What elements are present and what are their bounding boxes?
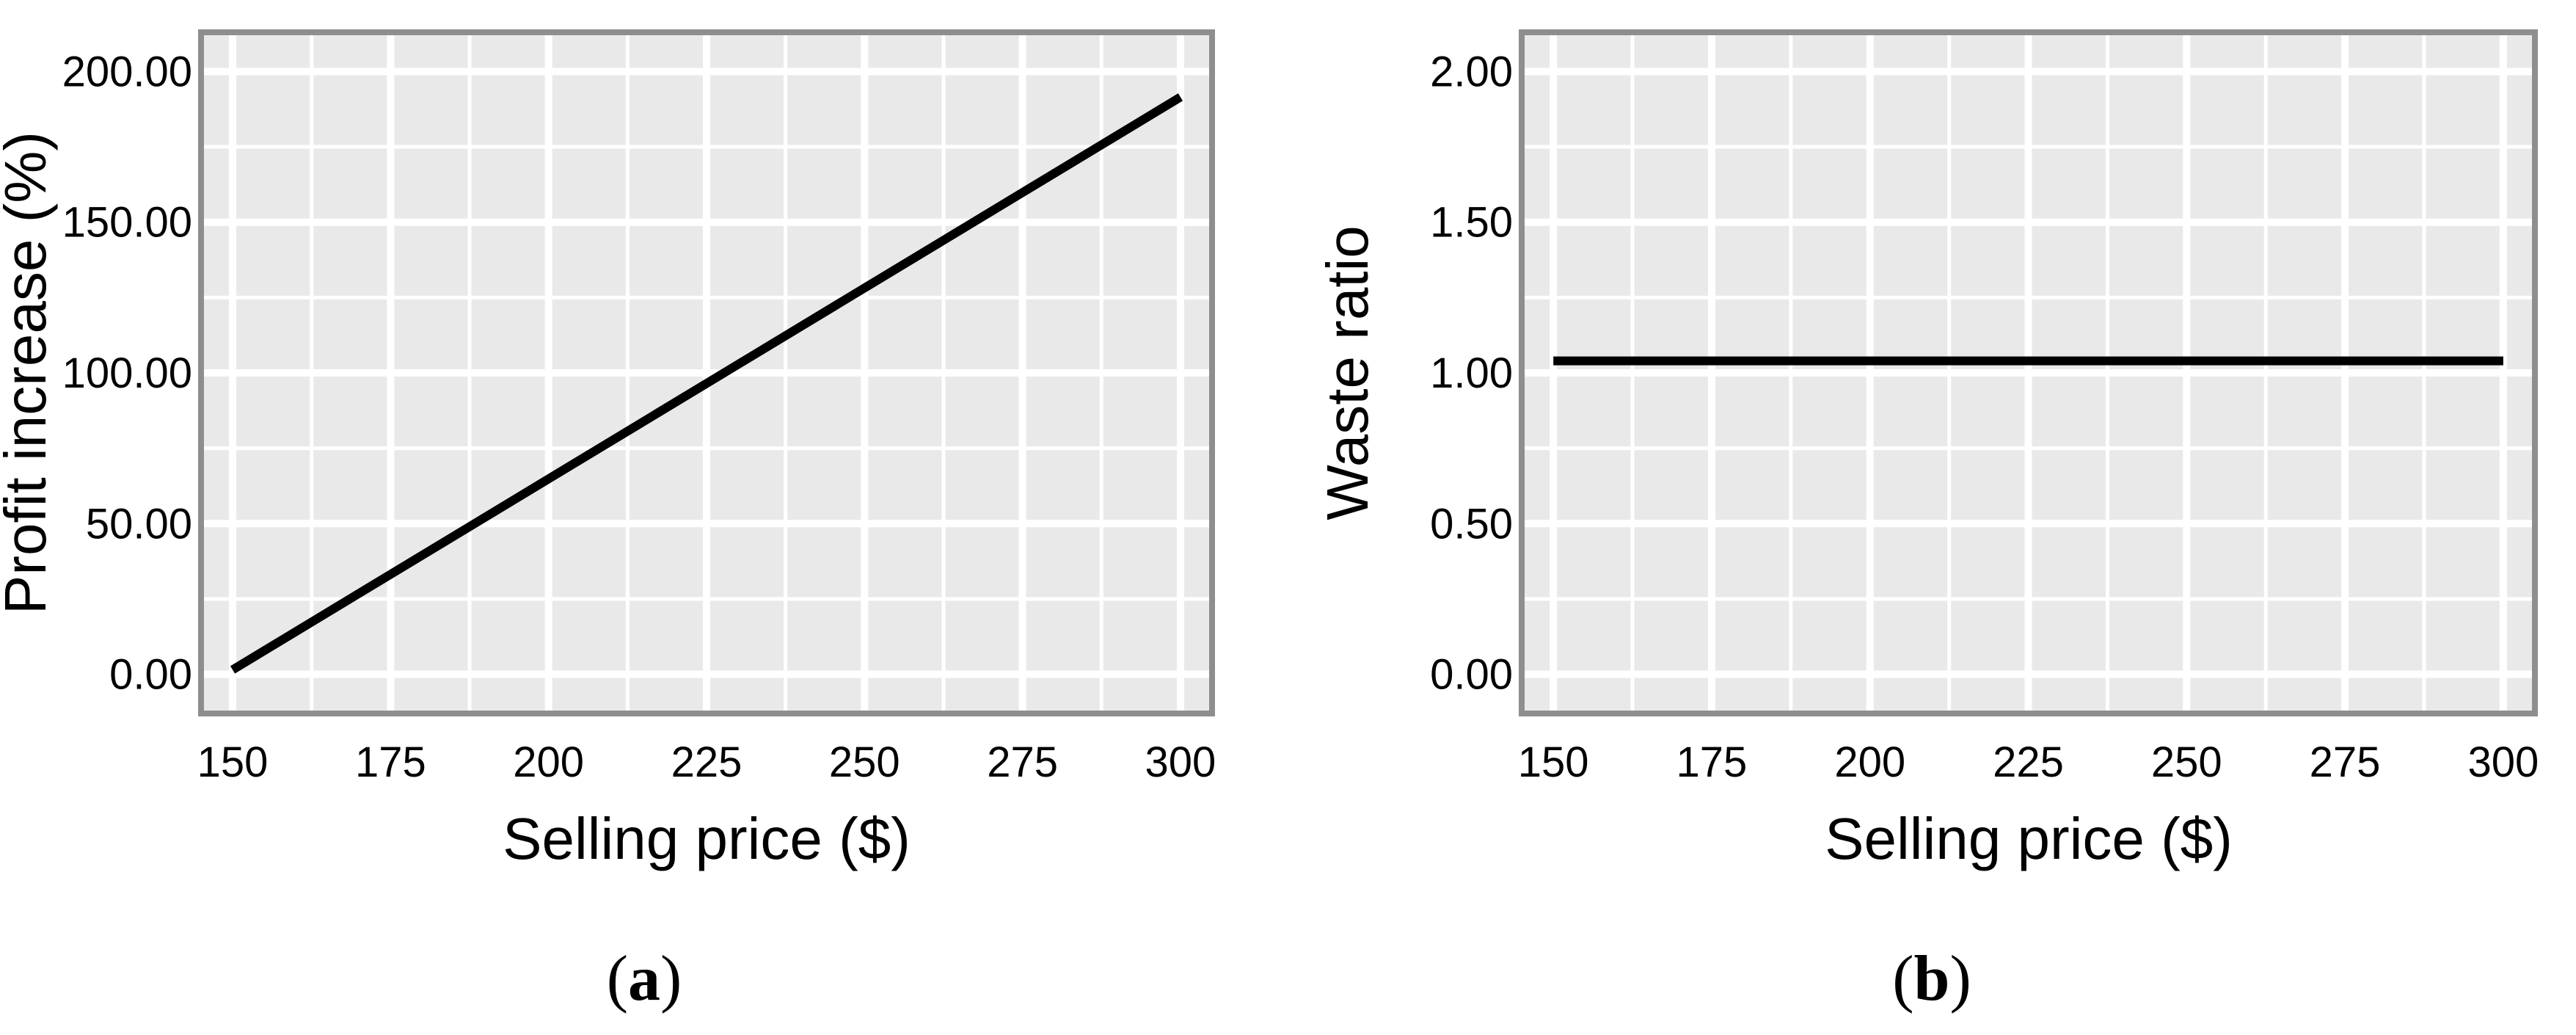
x-tick-label: 200 [1834,738,1905,786]
subfigure-caption-b: (b) [1892,943,1971,1014]
x-axis-title-selling-price: Selling price ($) [503,806,911,871]
caption-letter-b: b [1914,943,1950,1014]
panel-border [1519,29,2538,716]
subfigure-caption-a: (a) [607,943,682,1014]
chart-plot-area-b: 150 175 200 225 250 275 300 0.00 0.50 1.00 1.50 2.0… [1430,29,2539,786]
waste-ratio-chart: 150 175 200 225 250 275 300 0.00 0.50 1.00 1.50 2.0… [1315,29,2539,1014]
y-tick-label: 100.00 [62,349,192,397]
x-tick-label: 250 [2151,738,2222,786]
x-tick-label: 275 [987,738,1058,786]
caption-paren-close: ) [1949,943,1971,1014]
y-tick-label: 0.00 [109,651,192,699]
x-tick-label: 250 [829,738,900,786]
y-tick-label: 1.00 [1430,349,1513,397]
panel-border [198,29,1215,716]
y-tick-label: 0.50 [1430,500,1513,548]
x-tick-label: 300 [2467,738,2539,786]
x-tick-label: 225 [671,738,742,786]
x-axis-title-selling-price: Selling price ($) [1825,806,2233,871]
x-tick-label: 300 [1145,738,1216,786]
x-tick-label: 225 [1993,738,2064,786]
subfigure-a: 150 175 200 225 250 275 300 0.00 50.00 100.00 150.… [0,29,1216,1014]
y-tick-label: 1.50 [1430,199,1513,247]
x-tick-label: 150 [1518,738,1589,786]
caption-paren-close: ) [660,943,682,1014]
y-axis-title-profit-increase: Profit increase (%) [0,131,58,614]
chart-plot-area-a: 150 175 200 225 250 275 300 0.00 50.00 100.00 150.… [62,29,1216,786]
profit-increase-chart: 150 175 200 225 250 275 300 0.00 50.00 100.00 150.… [0,29,1216,1014]
x-tick-label: 200 [513,738,584,786]
x-tick-label: 175 [1676,738,1748,786]
subfigure-b: 150 175 200 225 250 275 300 0.00 0.50 1.00 1.50 2.0… [1288,0,2576,1035]
y-axis-title-waste-ratio: Waste ratio [1315,225,1380,520]
caption-paren-open: ( [1892,943,1913,1014]
y-tick-label: 200.00 [62,48,192,95]
y-tick-label: 2.00 [1430,48,1513,95]
caption-letter-a: a [628,943,660,1014]
y-tick-label: 50.00 [86,500,192,548]
x-tick-label: 150 [197,738,269,786]
profit-increase-line [230,93,1183,674]
y-tick-label: 0.00 [1430,651,1513,699]
y-tick-label: 150.00 [62,199,192,247]
x-tick-label: 175 [355,738,426,786]
x-tick-label: 275 [2310,738,2381,786]
caption-paren-open: ( [607,943,628,1014]
